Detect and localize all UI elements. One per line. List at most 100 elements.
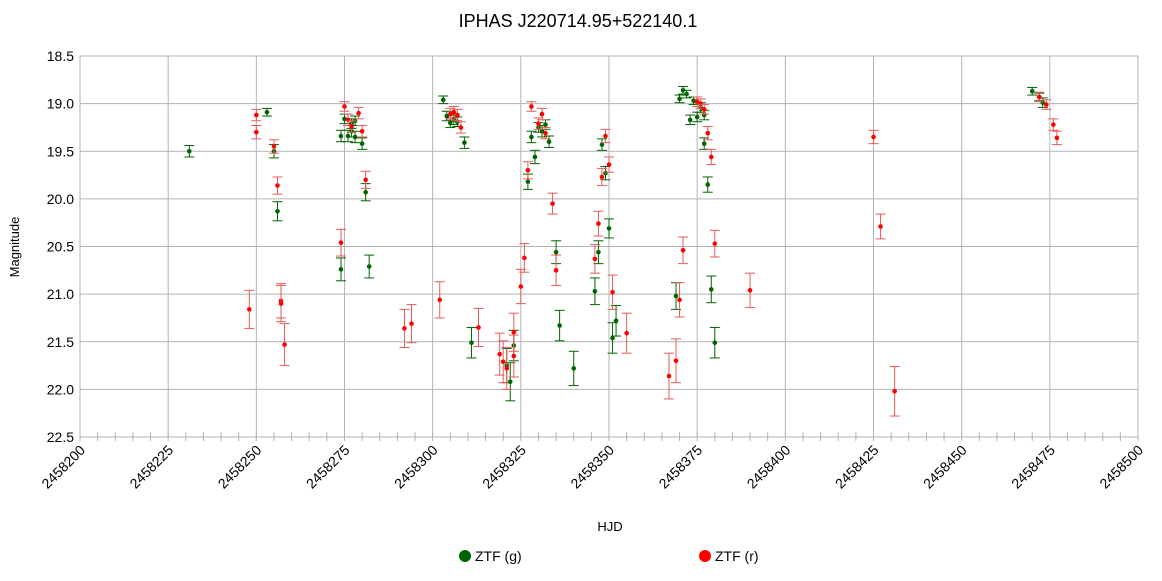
- marker: [254, 129, 259, 135]
- marker: [596, 249, 601, 255]
- marker: [338, 240, 344, 245]
- x-tick-label: 2458350: [567, 442, 617, 492]
- marker: [599, 142, 605, 147]
- data-point: [674, 94, 685, 104]
- data-point: [536, 107, 547, 121]
- x-tick-label: 2458475: [1008, 442, 1058, 492]
- marker: [455, 112, 460, 118]
- marker: [606, 162, 612, 167]
- marker: [444, 113, 450, 119]
- marker: [684, 91, 689, 97]
- marker: [271, 144, 277, 149]
- x-tick-label: 2458450: [920, 442, 970, 492]
- marker: [871, 134, 876, 140]
- marker: [349, 124, 354, 129]
- marker: [610, 335, 615, 341]
- data-point: [272, 201, 283, 222]
- data-point: [709, 326, 720, 359]
- data-point: [501, 346, 512, 390]
- marker: [708, 154, 714, 160]
- marker: [440, 97, 446, 103]
- data-point: [508, 312, 519, 352]
- data-point: [364, 254, 375, 279]
- data-point: [529, 149, 540, 165]
- data-point: [589, 244, 600, 274]
- data-point: [547, 192, 558, 215]
- data-point: [357, 137, 368, 150]
- marker: [282, 342, 287, 347]
- data-point: [526, 101, 537, 112]
- marker: [606, 226, 612, 231]
- marker: [363, 189, 368, 195]
- data-point: [1051, 130, 1062, 146]
- x-tick-labels: 2458200 2458225 2458250 2458275 2458300 24583…: [38, 442, 1146, 492]
- marker: [701, 141, 707, 146]
- marker: [529, 134, 534, 140]
- marker: [1051, 122, 1056, 127]
- legend: ZTF (g) ZTF (r): [459, 548, 759, 564]
- data-point: [339, 101, 350, 112]
- marker: [264, 109, 270, 115]
- data-point: [445, 117, 456, 128]
- data-point: [540, 126, 551, 140]
- data-point: [702, 176, 713, 193]
- marker: [518, 284, 524, 289]
- marker: [708, 287, 714, 292]
- data-point: [589, 277, 600, 306]
- marker: [694, 99, 700, 105]
- marker: [603, 170, 608, 176]
- data-point: [702, 125, 713, 141]
- marker: [546, 139, 552, 145]
- marker: [363, 177, 368, 183]
- marker: [507, 379, 513, 385]
- data-point: [604, 218, 614, 239]
- data-point: [251, 125, 262, 140]
- marker: [691, 98, 696, 104]
- data-point: [335, 257, 346, 282]
- marker: [557, 323, 562, 328]
- data-point: [459, 136, 470, 149]
- data-point: [1034, 91, 1045, 103]
- data-point: [261, 107, 272, 117]
- legend-label-r: ZTF (r): [715, 548, 759, 564]
- x-tick-label: 2458300: [391, 442, 441, 492]
- y-tick-labels: 18.5 19.0 19.5 20.0 20.5 21.0 21.5 22.0 22.5: [47, 48, 74, 445]
- marker: [677, 297, 682, 303]
- data-point: [279, 323, 290, 367]
- data-point: [551, 240, 562, 265]
- marker: [409, 321, 414, 326]
- data-point: [244, 289, 255, 329]
- marker: [698, 101, 703, 106]
- marker: [596, 221, 601, 226]
- data-point: [1048, 118, 1059, 131]
- marker: [366, 264, 372, 269]
- data-point: [184, 145, 195, 158]
- data-point: [399, 308, 410, 348]
- x-tick-label: 2458500: [1096, 442, 1146, 492]
- marker: [458, 125, 464, 130]
- marker: [705, 182, 711, 187]
- marker: [359, 141, 365, 146]
- data-point: [706, 148, 717, 166]
- x-tick-label: 2458200: [38, 442, 88, 492]
- x-tick-label: 2458225: [126, 442, 176, 492]
- data-point: [1041, 99, 1052, 110]
- x-tick-label: 2458275: [303, 442, 353, 492]
- marker: [448, 111, 453, 117]
- marker: [342, 116, 347, 122]
- grid: [79, 55, 1139, 438]
- data-point: [621, 312, 632, 354]
- data-point: [526, 130, 537, 144]
- marker: [610, 289, 615, 295]
- data-point: [350, 130, 361, 144]
- data-point: [1027, 86, 1038, 96]
- data-point: [604, 156, 614, 173]
- marker: [687, 117, 693, 123]
- x-tick-label: 2458375: [655, 442, 705, 492]
- data-point: [455, 121, 466, 134]
- data-point: [699, 104, 710, 115]
- marker: [613, 318, 619, 324]
- legend-marker-r: [699, 550, 711, 562]
- marker: [543, 130, 548, 136]
- y-tick-label: 19.0: [47, 96, 74, 112]
